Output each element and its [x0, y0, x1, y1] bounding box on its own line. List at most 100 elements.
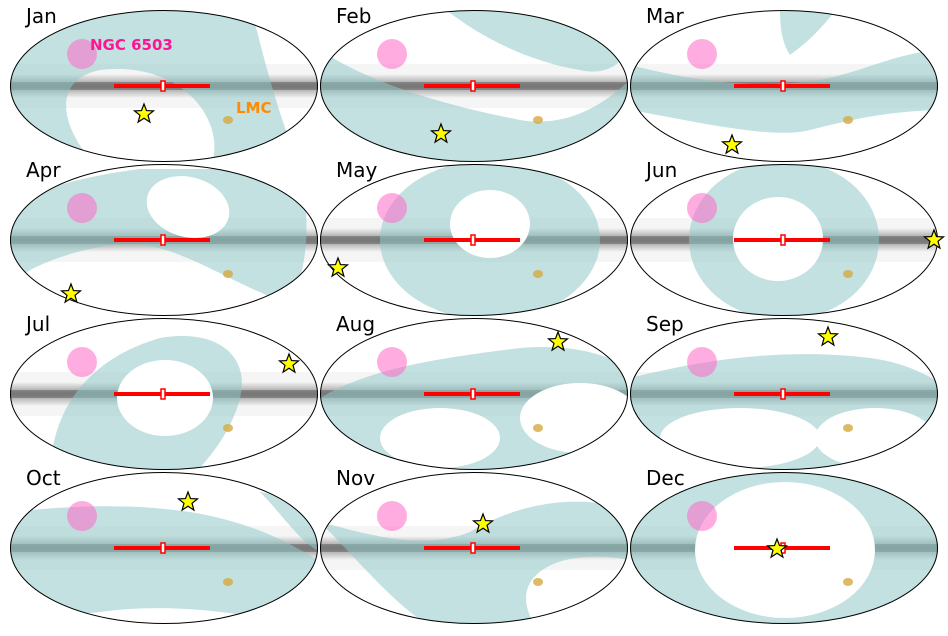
map-outline: [10, 10, 318, 162]
ngc-6503-circle: [687, 39, 717, 69]
lmc-label: LMC: [236, 99, 272, 117]
lmc-blob: [843, 578, 853, 586]
visible-region: [320, 501, 628, 624]
visible-region: [10, 492, 318, 624]
map-outline: [10, 318, 318, 470]
galactic-center-marker: [780, 234, 786, 246]
ngc-6503-circle: [377, 39, 407, 69]
lmc-blob: [223, 578, 233, 586]
star-icon: [429, 122, 453, 144]
mollweide-map: [10, 318, 318, 470]
month-label: Oct: [26, 466, 61, 490]
galactic-center-marker: [470, 388, 476, 400]
star-icon: [471, 512, 495, 534]
visible-region: [630, 472, 938, 624]
map-outline: [320, 164, 628, 316]
sky-map-panel-apr: Apr: [10, 158, 320, 319]
month-label: Mar: [646, 4, 684, 28]
star-icon: [132, 102, 156, 124]
sky-map-panel-dec: Dec: [630, 466, 940, 627]
map-outline: [630, 472, 938, 624]
lmc-blob: [843, 270, 853, 278]
mollweide-map: [10, 164, 318, 316]
sky-map-panel-jul: Jul: [10, 312, 320, 473]
map-outline: [630, 318, 938, 470]
month-label: Apr: [26, 158, 61, 182]
mollweide-map: [320, 164, 628, 316]
star-icon: [176, 490, 200, 512]
sky-map-panel-jun: Jun: [630, 158, 946, 319]
visible-region: [630, 10, 938, 133]
lmc-blob: [533, 424, 543, 432]
ngc-6503-circle: [687, 501, 717, 531]
lmc-blob: [843, 424, 853, 432]
ngc-6503-circle: [67, 347, 97, 377]
star-icon: [922, 228, 946, 250]
galactic-center-marker: [470, 80, 476, 92]
star-icon: [765, 537, 789, 559]
visible-region: [320, 347, 628, 470]
mollweide-map: [630, 318, 938, 470]
ngc-6503-circle: [377, 347, 407, 377]
lmc-blob: [223, 270, 233, 278]
galactic-center-marker: [780, 388, 786, 400]
mollweide-map: [630, 164, 946, 316]
sky-map-panel-feb: Feb: [320, 4, 630, 165]
month-label: Sep: [646, 312, 684, 336]
lmc-blob: [223, 424, 233, 432]
sky-map-panel-nov: Nov: [320, 466, 630, 627]
galactic-center-marker: [160, 388, 166, 400]
visible-region: [630, 354, 938, 470]
month-label: Dec: [646, 466, 685, 490]
map-outline: [320, 10, 628, 162]
mollweide-map: [10, 472, 318, 624]
mollweide-map: [10, 10, 318, 162]
month-label: Feb: [336, 4, 372, 28]
lmc-blob: [533, 116, 543, 124]
galactic-center-marker: [160, 80, 166, 92]
mollweide-map: [630, 472, 938, 624]
ngc-6503-circle: [377, 501, 407, 531]
galactic-center-marker: [470, 542, 476, 554]
lmc-blob: [533, 270, 543, 278]
star-icon: [326, 256, 350, 278]
month-label: Jan: [26, 4, 57, 28]
sky-map-panel-oct: Oct: [10, 466, 320, 627]
month-label: Nov: [336, 466, 376, 490]
galactic-center-marker: [780, 80, 786, 92]
galactic-center-marker: [470, 234, 476, 246]
month-label: Jul: [26, 312, 51, 336]
mollweide-map: [630, 10, 938, 162]
galactic-center-marker: [160, 234, 166, 246]
month-label: Aug: [336, 312, 376, 336]
ngc-6503-circle: [377, 193, 407, 223]
ngc-6503-circle: [67, 39, 97, 69]
sky-map-panel-sep: Sep: [630, 312, 940, 473]
month-label: May: [336, 158, 378, 182]
sky-map-panel-jan: Jan NGC 6503 LMC: [10, 4, 320, 165]
map-outline: [320, 318, 628, 470]
ngc-6503-circle: [67, 193, 97, 223]
ngc-6503-circle: [67, 501, 97, 531]
month-label: Jun: [646, 158, 678, 182]
lmc-blob: [223, 116, 233, 124]
lmc-blob: [533, 578, 543, 586]
mollweide-map: [320, 10, 628, 162]
star-icon: [59, 282, 83, 304]
ngc-6503-label: NGC 6503: [90, 36, 173, 54]
sky-map-panel-may: May: [320, 158, 630, 319]
ngc-6503-circle: [687, 193, 717, 223]
galactic-center-marker: [160, 542, 166, 554]
mollweide-map: [320, 318, 628, 470]
map-outline: [630, 10, 938, 162]
ngc-6503-circle: [687, 347, 717, 377]
sky-map-panel-aug: Aug: [320, 312, 630, 473]
mollweide-map: [320, 472, 628, 624]
star-icon: [546, 330, 570, 352]
sky-map-panel-mar: Mar: [630, 4, 940, 165]
map-outline: [320, 472, 628, 624]
map-outline: [10, 164, 318, 316]
star-icon: [720, 133, 744, 155]
star-icon: [816, 325, 840, 347]
